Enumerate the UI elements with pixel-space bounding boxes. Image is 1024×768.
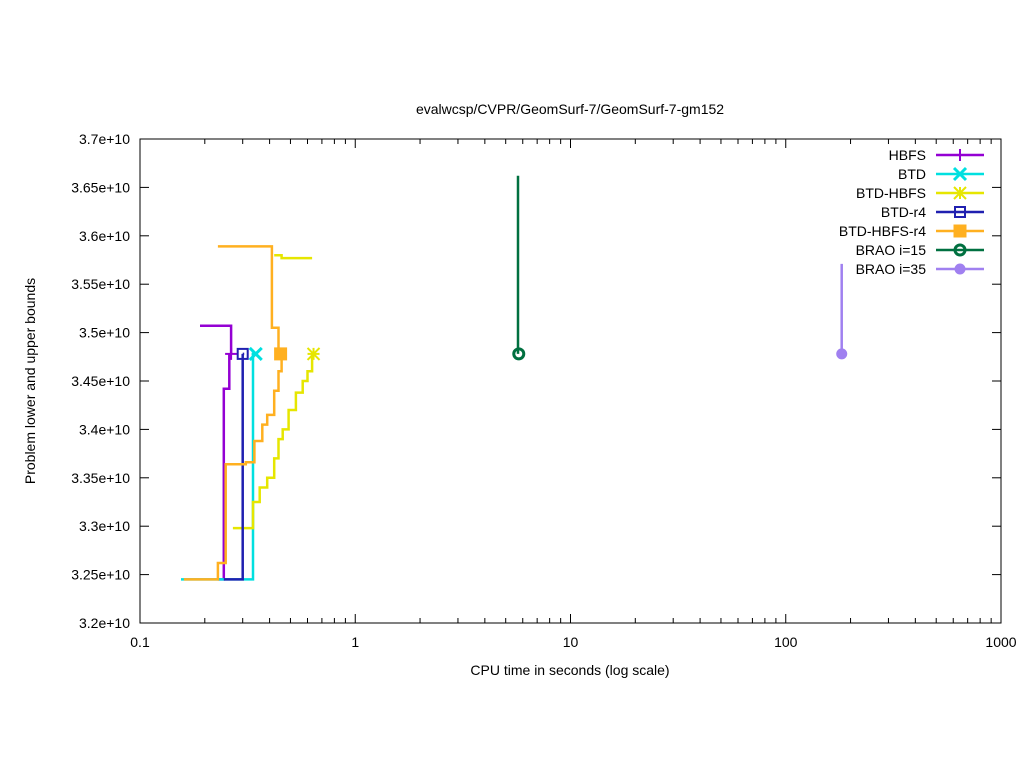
- y-tick-label: 3.65e+10: [71, 179, 130, 195]
- data-marker: [248, 346, 263, 361]
- y-tick-label: 3.7e+10: [79, 131, 130, 147]
- y-tick-label: 3.6e+10: [79, 228, 130, 244]
- x-tick-label: 0.1: [130, 634, 150, 650]
- legend-marker: [953, 243, 967, 257]
- x-tick-label: 1: [351, 634, 359, 650]
- y-tick-label: 3.45e+10: [71, 373, 130, 389]
- legend-label: BTD-r4: [881, 204, 926, 220]
- x-axis-label: CPU time in seconds (log scale): [470, 662, 669, 678]
- series-btd-r4: [223, 347, 249, 581]
- marker-shape: [236, 347, 249, 360]
- upper-bound-line: [200, 324, 233, 354]
- x-tick-label: 1000: [985, 634, 1016, 650]
- legend-marker: [953, 224, 967, 238]
- lower-bound-line: [223, 353, 244, 581]
- data-marker: [225, 347, 238, 360]
- legend-entry: BRAO i=35: [856, 261, 984, 277]
- marker-shape: [954, 263, 966, 275]
- x-tick-label: 10: [563, 634, 579, 650]
- y-tick-label: 3.2e+10: [79, 615, 130, 631]
- upper-bound-line: [274, 253, 313, 260]
- x-axis: 0.1 1 10 100 1000: [130, 139, 1017, 650]
- data-marker: [306, 347, 321, 361]
- chart-title: evalwcsp/CVPR/GeomSurf-7/GeomSurf-7-gm15…: [416, 101, 724, 117]
- y-tick-label: 3.35e+10: [71, 470, 130, 486]
- marker-shape: [953, 243, 967, 257]
- marker-stroke: [248, 346, 263, 361]
- series-hbfs: [200, 324, 238, 581]
- legend-label: BTD-HBFS-r4: [839, 223, 926, 239]
- legend-entry: BTD-HBFS-r4: [839, 223, 984, 239]
- y-tick-label: 3.55e+10: [71, 276, 130, 292]
- legend-marker: [953, 186, 967, 200]
- legend-marker: [954, 263, 966, 275]
- legend: HBFS BTD BTD-HBFS BTD-r4 BTD-HBFS-r4 BRAO i=1…: [839, 147, 984, 277]
- marker-shape: [836, 348, 848, 360]
- data-marker: [512, 347, 526, 361]
- marker-shape: [512, 347, 526, 361]
- y-tick-label: 3.3e+10: [79, 518, 130, 534]
- plot-frame: [139, 138, 1002, 624]
- lower-bound-line: [217, 353, 231, 581]
- series-btd-hbfs-r4: [183, 245, 288, 581]
- x-tick-label: 100: [774, 634, 798, 650]
- legend-marker: [952, 166, 968, 182]
- legend-entry: HBFS: [889, 147, 984, 163]
- marker-stroke: [952, 166, 968, 182]
- legend-label: HBFS: [889, 147, 926, 163]
- legend-marker: [954, 149, 966, 161]
- legend-label: BTD-HBFS: [856, 185, 926, 201]
- legend-entry: BTD-r4: [881, 204, 984, 220]
- y-axis: 3.2e+10 3.25e+10 3.3e+10 3.35e+10 3.4e+10 3.4…: [71, 131, 1001, 631]
- marker-shape: [954, 206, 966, 218]
- legend-label: BTD: [898, 166, 926, 182]
- data-marker: [274, 347, 288, 361]
- legend-label: BRAO i=35: [856, 261, 927, 277]
- lower-bound-line: [232, 353, 314, 530]
- y-tick-label: 3.5e+10: [79, 325, 130, 341]
- legend-entry: BTD-HBFS: [856, 185, 984, 201]
- series-layer: [181, 175, 848, 581]
- legend-entry: BRAO i=15: [856, 242, 984, 258]
- series-brao-i-35: [836, 263, 848, 360]
- series-btd: [181, 346, 263, 581]
- marker-shape: [274, 347, 288, 361]
- legend-label: BRAO i=15: [856, 242, 927, 258]
- lower-bound-line: [183, 353, 283, 581]
- series-btd-hbfs: [232, 253, 321, 530]
- legend-entry: BTD: [898, 166, 984, 182]
- y-tick-label: 3.4e+10: [79, 421, 130, 437]
- upper-bound-line: [217, 245, 280, 354]
- marker-stroke: [953, 186, 967, 200]
- data-marker: [236, 347, 249, 360]
- marker-stroke: [306, 347, 321, 361]
- marker-shape: [953, 224, 967, 238]
- legend-marker: [954, 206, 966, 218]
- y-axis-label: Problem lower and upper bounds: [22, 278, 38, 484]
- y-tick-label: 3.25e+10: [71, 567, 130, 583]
- data-marker: [836, 348, 848, 360]
- series-brao-i-15: [512, 175, 526, 361]
